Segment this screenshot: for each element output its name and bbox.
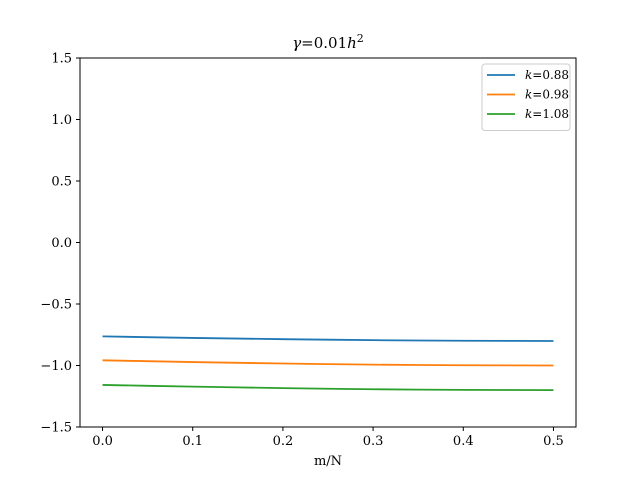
legend-k: k — [525, 107, 532, 121]
y-tick-label: −1.0 — [40, 359, 72, 374]
x-axis-label: m/N — [314, 454, 342, 469]
plot-frame — [79, 57, 577, 428]
x-tick-label: 0.2 — [273, 434, 294, 449]
x-tick-label: 0.0 — [92, 434, 113, 449]
legend-entry-2: k=1.08 — [525, 107, 569, 121]
legend-value: =1.08 — [532, 107, 569, 121]
y-tick-label: 0.0 — [51, 236, 72, 251]
series-line-1 — [102, 359, 554, 367]
legend-value: =0.98 — [532, 88, 569, 102]
y-tick-label: 0.5 — [51, 175, 72, 190]
series-line-2 — [102, 384, 554, 392]
legend-k: k — [525, 88, 532, 102]
legend: k=0.88k=0.98k=1.08 — [481, 63, 571, 131]
title-mid: =0.01 — [301, 34, 347, 52]
x-tick-label: 0.5 — [543, 434, 564, 449]
y-tick-label: 1.0 — [51, 113, 72, 128]
legend-k: k — [525, 68, 532, 82]
x-tick-label: 0.1 — [182, 434, 203, 449]
legend-value: =0.88 — [532, 68, 569, 82]
series-line-0 — [102, 335, 554, 342]
y-tick-label: −0.5 — [40, 298, 72, 313]
title-gamma: γ — [292, 34, 301, 52]
title-exp: 2 — [357, 32, 364, 45]
series-lines — [102, 335, 554, 392]
title-h: h — [347, 34, 357, 52]
x-tick-label: 0.4 — [453, 434, 474, 449]
chart-title: γ=0.01h2 — [292, 32, 364, 52]
legend-entry-0: k=0.88 — [525, 68, 569, 82]
x-tick-label: 0.3 — [363, 434, 384, 449]
legend-entry-1: k=0.98 — [525, 88, 569, 102]
y-tick-label: 1.5 — [51, 52, 72, 67]
y-tick-label: −1.5 — [40, 421, 72, 436]
axes: 0.0 0.1 0.2 0.3 0.4 0.5 −1.5 −1.0 −0.5 0.0 0.5 1.0 1… — [40, 52, 563, 450]
